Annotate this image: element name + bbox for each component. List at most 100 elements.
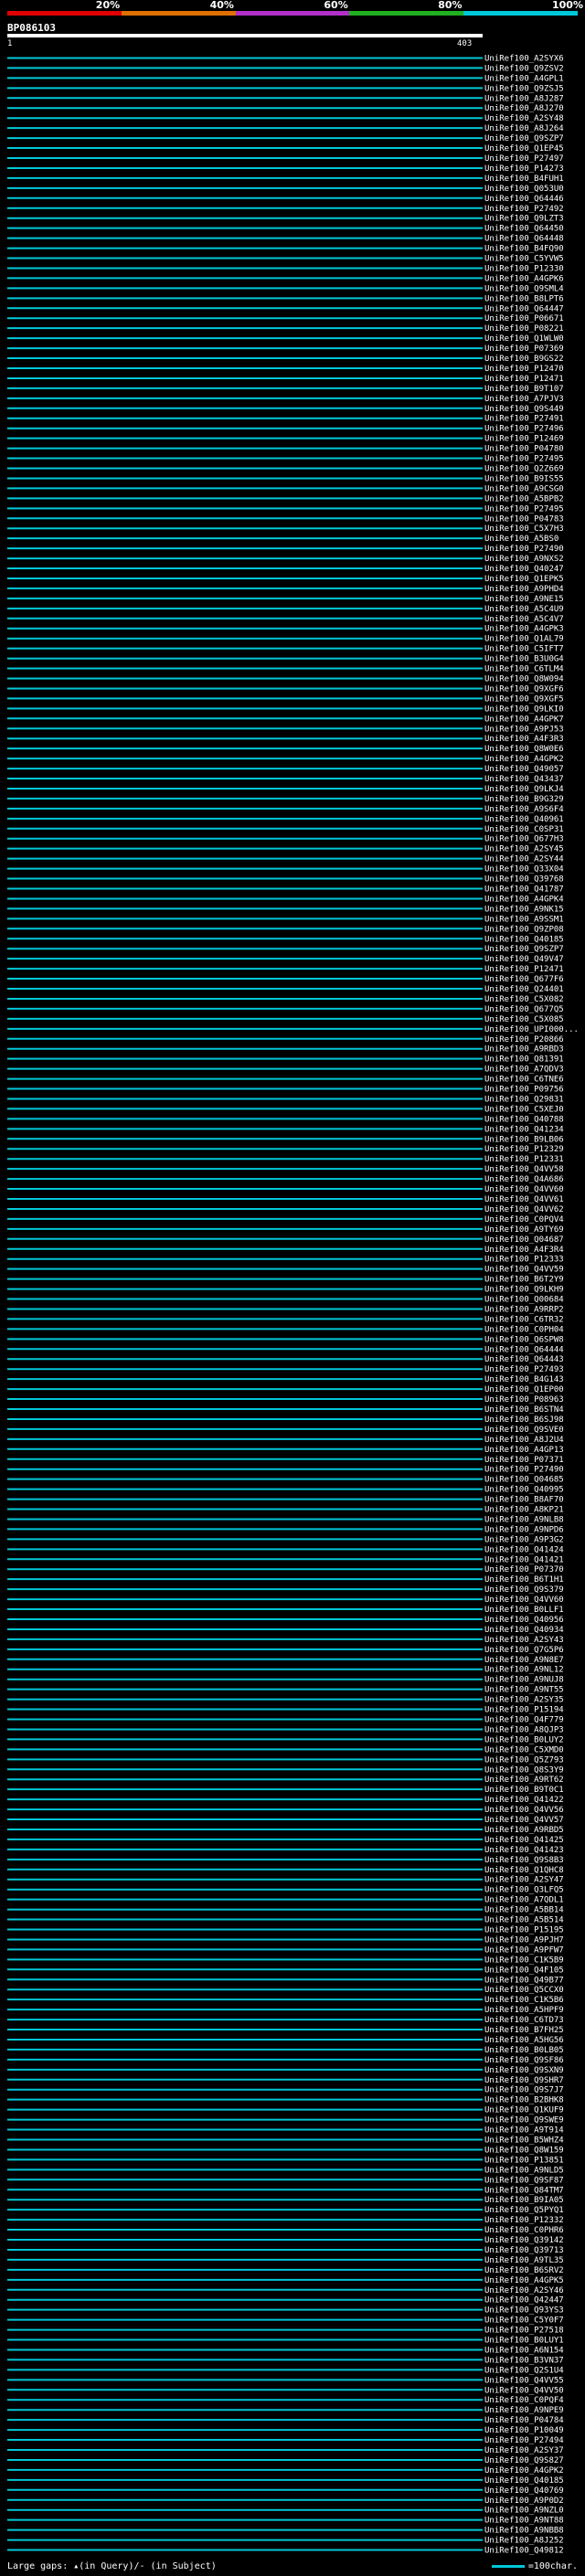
- hit-label[interactable]: UniRef100_A9NLB8: [484, 1515, 564, 1524]
- hit-label[interactable]: UniRef100_A8KP21: [484, 1506, 564, 1515]
- hit-label[interactable]: UniRef100_Q41423: [484, 1846, 564, 1855]
- hit-label[interactable]: UniRef100_A2SY43: [484, 1636, 564, 1645]
- hit-label[interactable]: UniRef100_P04784: [484, 2416, 564, 2425]
- hit-label[interactable]: UniRef100_B9LB06: [484, 1135, 564, 1144]
- hit-label[interactable]: UniRef100_Q1KUF9: [484, 2106, 564, 2115]
- hit-label[interactable]: UniRef100_C5YVW5: [484, 255, 564, 264]
- hit-label[interactable]: UniRef100_Q1EP45: [484, 144, 564, 154]
- hit-label[interactable]: UniRef100_Q9S827: [484, 2456, 564, 2465]
- hit-label[interactable]: UniRef100_Q9S7J7: [484, 2086, 564, 2095]
- hit-label[interactable]: UniRef100_A8J270: [484, 104, 564, 113]
- hit-label[interactable]: UniRef100_Q64443: [484, 1355, 564, 1364]
- hit-label[interactable]: UniRef100_Q42447: [484, 2296, 564, 2306]
- hit-label[interactable]: UniRef100_Q64444: [484, 1345, 564, 1354]
- hit-label[interactable]: UniRef100_C5XMD0: [484, 1745, 564, 1754]
- hit-label[interactable]: UniRef100_P12471: [484, 375, 564, 384]
- hit-label[interactable]: UniRef100_Q41424: [484, 1545, 564, 1554]
- hit-label[interactable]: UniRef100_A9NPD6: [484, 1525, 564, 1534]
- hit-label[interactable]: UniRef100_Q41234: [484, 1125, 564, 1134]
- hit-label[interactable]: UniRef100_Q40956: [484, 1616, 564, 1625]
- hit-label[interactable]: UniRef100_Q9LKH9: [484, 1286, 564, 1295]
- hit-label[interactable]: UniRef100_A5B514: [484, 1916, 564, 1925]
- hit-label[interactable]: UniRef100_Q9LZT3: [484, 215, 564, 224]
- hit-label[interactable]: UniRef100_A9PFW7: [484, 1945, 564, 1955]
- hit-label[interactable]: UniRef100_Q4VV58: [484, 1165, 564, 1174]
- hit-label[interactable]: UniRef100_C0SP31: [484, 825, 564, 834]
- hit-label[interactable]: UniRef100_A4F3R4: [484, 1246, 564, 1255]
- hit-label[interactable]: UniRef100_Q5CCX0: [484, 1986, 564, 1995]
- hit-label[interactable]: UniRef100_Q40769: [484, 2486, 564, 2496]
- hit-label[interactable]: UniRef100_B9T107: [484, 385, 564, 394]
- hit-label[interactable]: UniRef100_Q1WLW0: [484, 334, 564, 344]
- hit-label[interactable]: UniRef100_Q40185: [484, 935, 564, 944]
- hit-label[interactable]: UniRef100_B5WHZ4: [484, 2136, 564, 2145]
- hit-label[interactable]: UniRef100_C5XEJ0: [484, 1105, 564, 1114]
- hit-label[interactable]: UniRef100_Q24401: [484, 985, 564, 994]
- hit-label[interactable]: UniRef100_B8AF70: [484, 1496, 564, 1505]
- hit-label[interactable]: UniRef100_A2SY47: [484, 1876, 564, 1885]
- hit-label[interactable]: UniRef100_B6T2Y9: [484, 1276, 564, 1285]
- hit-label[interactable]: UniRef100_Q39713: [484, 2246, 564, 2255]
- hit-label[interactable]: UniRef100_A4GPK5: [484, 2276, 564, 2285]
- hit-label[interactable]: UniRef100_P27495: [484, 504, 564, 514]
- hit-label[interactable]: UniRef100_Q8W094: [484, 675, 564, 684]
- hit-label[interactable]: UniRef100_Q9ZP08: [484, 925, 564, 934]
- hit-label[interactable]: UniRef100_C6TD73: [484, 2016, 564, 2025]
- hit-label[interactable]: UniRef100_C5X7H3: [484, 525, 564, 534]
- hit-label[interactable]: UniRef100_P27490: [484, 1466, 564, 1475]
- hit-label[interactable]: UniRef100_A4GPK2: [484, 2466, 564, 2475]
- hit-label[interactable]: UniRef100_A9RT62: [484, 1776, 564, 1785]
- hit-label[interactable]: UniRef100_Q053U0: [484, 185, 564, 194]
- hit-label[interactable]: UniRef100_Q2Z669: [484, 465, 564, 474]
- hit-label[interactable]: UniRef100_A2SY48: [484, 114, 564, 123]
- hit-label[interactable]: UniRef100_Q4F105: [484, 1966, 564, 1975]
- hit-label[interactable]: UniRef100_Q29831: [484, 1095, 564, 1104]
- hit-label[interactable]: UniRef100_P12469: [484, 435, 564, 444]
- hit-label[interactable]: UniRef100_Q5PYQ1: [484, 2206, 564, 2215]
- hit-label[interactable]: UniRef100_Q9ZSV2: [484, 64, 564, 73]
- hit-label[interactable]: UniRef100_A5HG56: [484, 2036, 564, 2045]
- hit-label[interactable]: UniRef100_Q40961: [484, 815, 564, 824]
- hit-label[interactable]: UniRef100_Q00684: [484, 1296, 564, 1305]
- hit-label[interactable]: UniRef100_A9P0D2: [484, 2496, 564, 2506]
- hit-label[interactable]: UniRef100_Q9SHR7: [484, 2076, 564, 2085]
- hit-label[interactable]: UniRef100_C5X082: [484, 995, 564, 1004]
- hit-label[interactable]: UniRef100_Q64448: [484, 235, 564, 244]
- hit-label[interactable]: UniRef100_Q41422: [484, 1796, 564, 1805]
- hit-label[interactable]: UniRef100_C6TLM4: [484, 665, 564, 674]
- hit-label[interactable]: UniRef100_P27495: [484, 455, 564, 464]
- hit-label[interactable]: UniRef100_A9NT88: [484, 2517, 564, 2526]
- hit-label[interactable]: UniRef100_B0LB05: [484, 2046, 564, 2055]
- hit-label[interactable]: UniRef100_A9RRP2: [484, 1305, 564, 1314]
- hit-label[interactable]: UniRef100_A9NK15: [484, 905, 564, 914]
- hit-label[interactable]: UniRef100_P13851: [484, 2156, 564, 2165]
- hit-label[interactable]: UniRef100_A7PJV3: [484, 395, 564, 404]
- hit-label[interactable]: UniRef100_Q5Z793: [484, 1755, 564, 1765]
- hit-label[interactable]: UniRef100_Q9XGF6: [484, 684, 564, 694]
- hit-label[interactable]: UniRef100_Q1EP00: [484, 1385, 564, 1394]
- hit-label[interactable]: UniRef100_B3U0G4: [484, 655, 564, 664]
- hit-label[interactable]: UniRef100_B9G329: [484, 795, 564, 804]
- hit-label[interactable]: UniRef100_Q9SXN9: [484, 2066, 564, 2075]
- hit-label[interactable]: UniRef100_B6T1H1: [484, 1575, 564, 1585]
- hit-label[interactable]: UniRef100_Q40247: [484, 565, 564, 574]
- hit-label[interactable]: UniRef100_Q41787: [484, 885, 564, 894]
- hit-label[interactable]: UniRef100_A9RBD5: [484, 1826, 564, 1835]
- hit-label[interactable]: UniRef100_A2SYX6: [484, 54, 564, 63]
- hit-label[interactable]: UniRef100_A4GPK2: [484, 755, 564, 764]
- hit-label[interactable]: UniRef100_B6SJ98: [484, 1415, 564, 1425]
- hit-label[interactable]: UniRef100_Q64447: [484, 304, 564, 313]
- hit-label[interactable]: UniRef100_P27491: [484, 415, 564, 424]
- hit-label[interactable]: UniRef100_A5BS0: [484, 535, 558, 544]
- hit-label[interactable]: UniRef100_B9T0C1: [484, 1786, 564, 1795]
- hit-label[interactable]: UniRef100_B0LUY2: [484, 1735, 564, 1744]
- hit-label[interactable]: UniRef100_A5HPF9: [484, 2006, 564, 2015]
- hit-label[interactable]: UniRef100_A5BB14: [484, 1906, 564, 1915]
- hit-label[interactable]: UniRef100_B6STN4: [484, 1405, 564, 1415]
- hit-label[interactable]: UniRef100_A5C4U9: [484, 605, 564, 614]
- hit-label[interactable]: UniRef100_Q4F779: [484, 1716, 564, 1725]
- hit-label[interactable]: UniRef100_A9S6F4: [484, 805, 564, 814]
- hit-label[interactable]: UniRef100_Q4VV60: [484, 1185, 564, 1194]
- hit-label[interactable]: UniRef100_B0LLF1: [484, 1606, 564, 1615]
- hit-label[interactable]: UniRef100_Q4VV50: [484, 2386, 564, 2395]
